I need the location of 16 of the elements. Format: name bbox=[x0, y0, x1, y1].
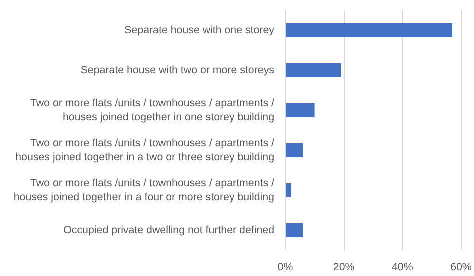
y-tick-label: Two or more flats /units / townhouses / apartments / houses joined together in one storey building bbox=[30, 97, 275, 124]
x-tick-label: 20% bbox=[333, 262, 356, 274]
bar bbox=[286, 184, 292, 198]
bar bbox=[286, 224, 304, 238]
bar bbox=[286, 64, 342, 78]
y-tick-label: Two or more flats /units / townhouses / apartments / houses joined together in a four or more storey building bbox=[14, 177, 275, 204]
x-tick-label: 0% bbox=[278, 262, 294, 274]
y-tick-label: Two or more flats /units / townhouses / apartments / houses joined together in a two or three storey building bbox=[16, 137, 275, 164]
x-tick-label: 60% bbox=[450, 262, 472, 274]
y-tick-label: Occupied private dwelling not further defined bbox=[64, 224, 275, 236]
bar bbox=[286, 104, 315, 118]
x-tick-label: 40% bbox=[392, 262, 414, 274]
y-tick-label: Separate house with one storey bbox=[124, 24, 276, 36]
y-tick-label: Separate house with two or more storeys bbox=[80, 64, 275, 76]
bar bbox=[286, 144, 304, 158]
bar bbox=[286, 24, 452, 38]
